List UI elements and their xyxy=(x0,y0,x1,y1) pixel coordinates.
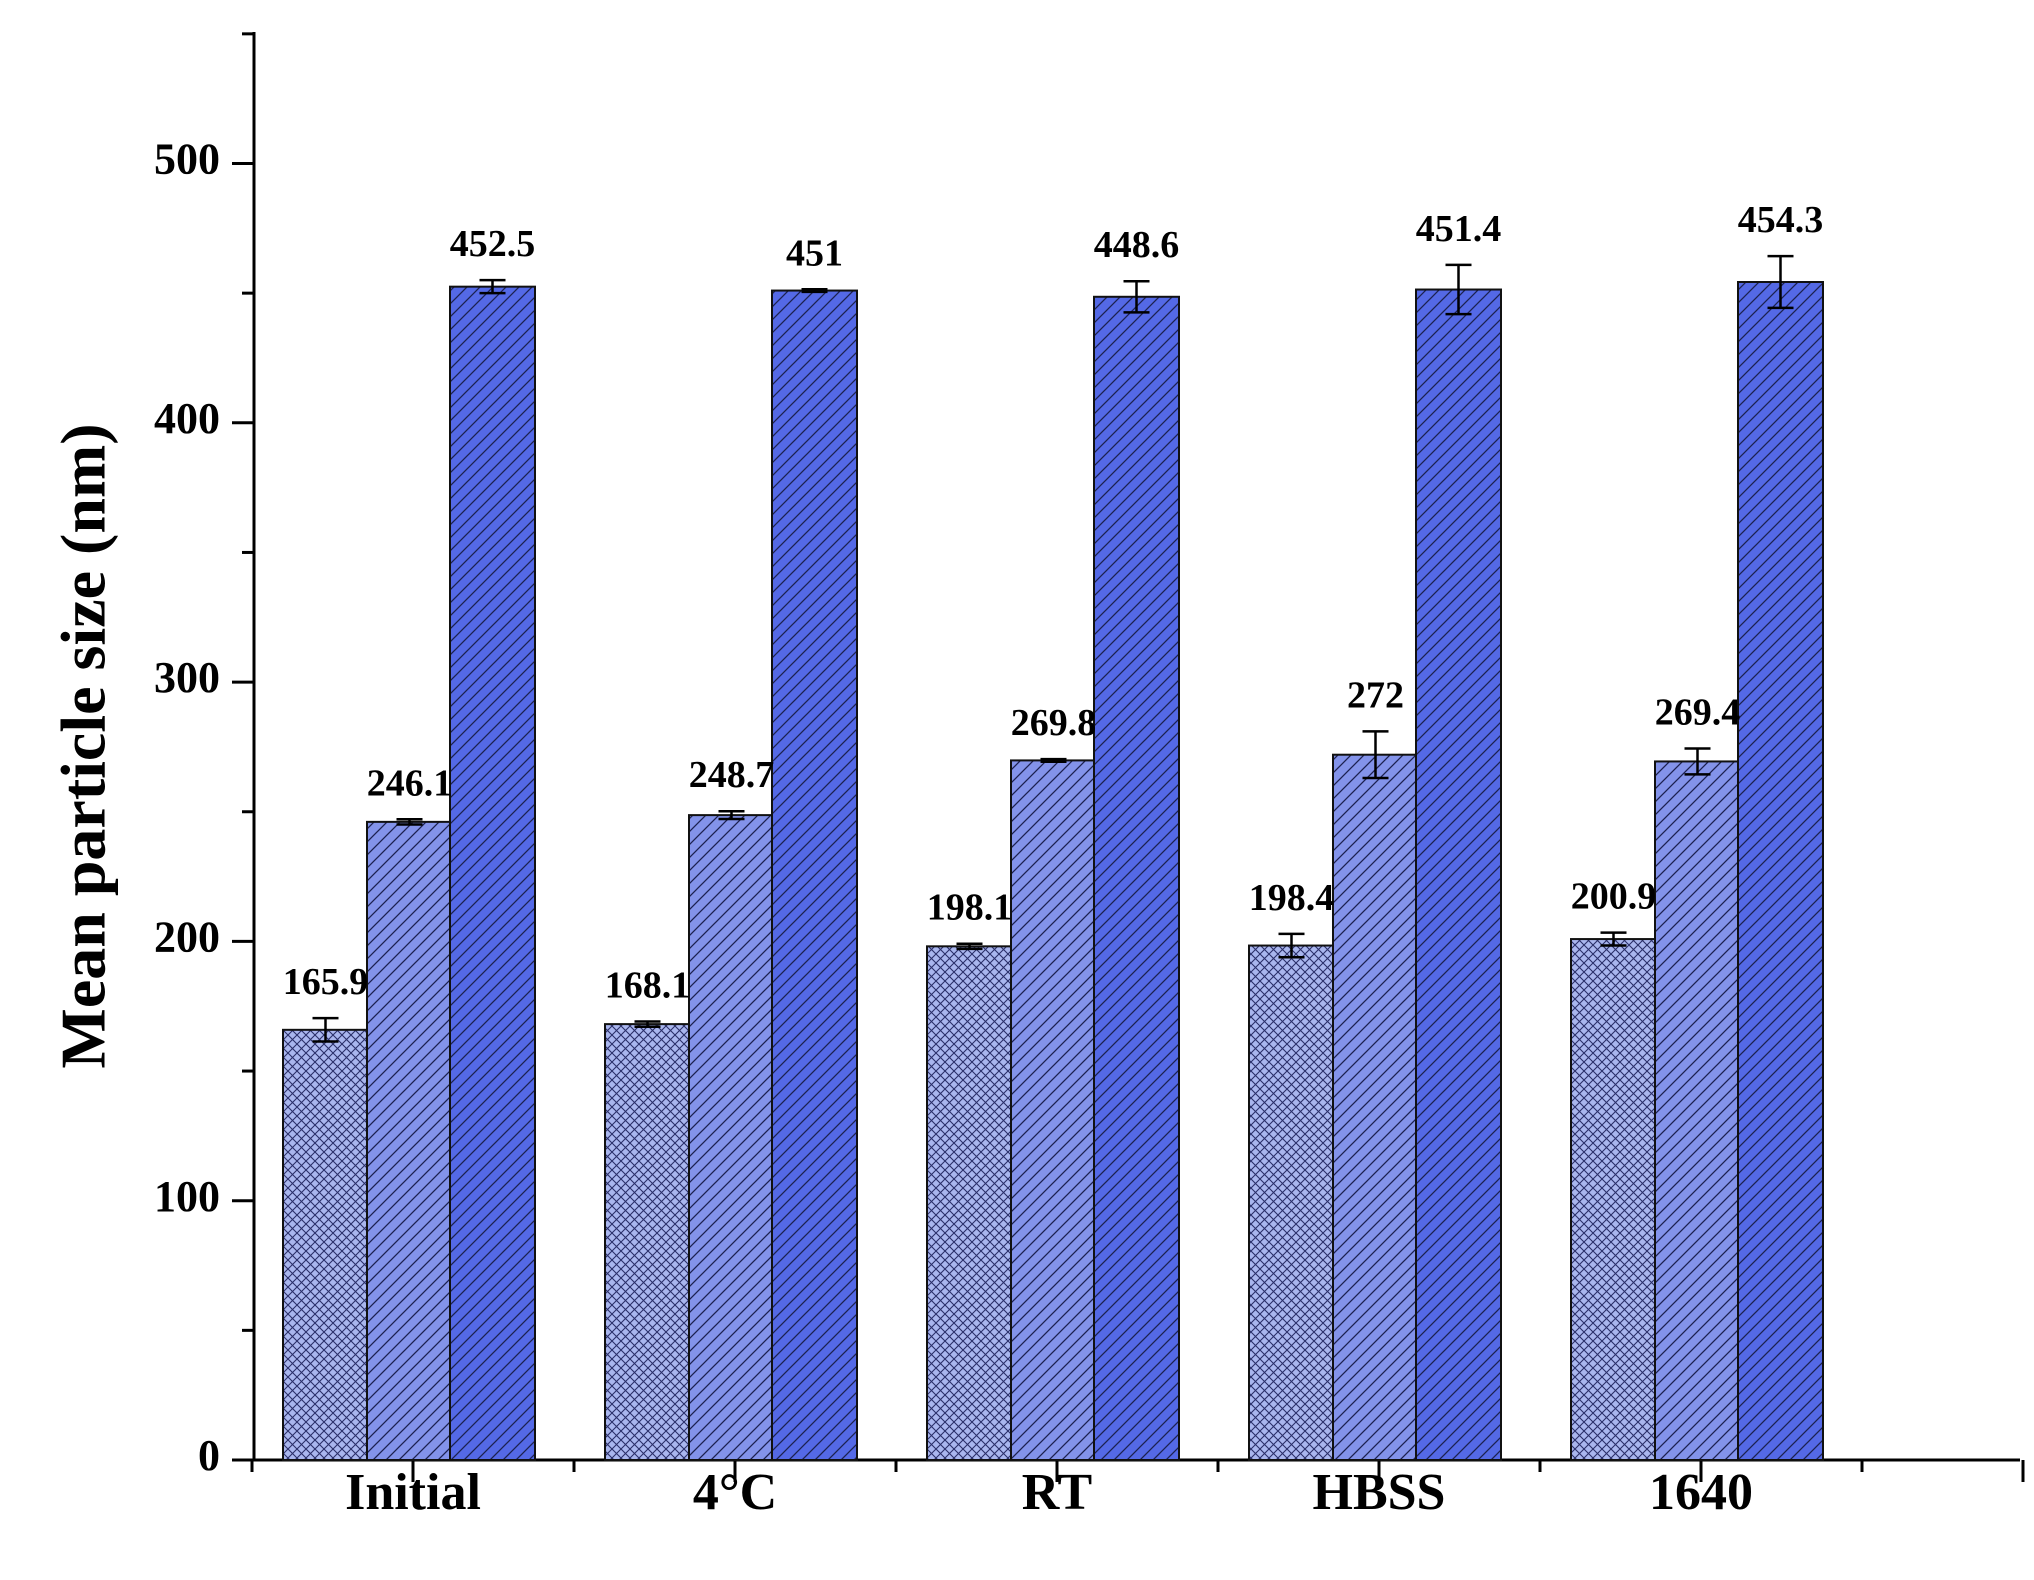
data-label: 198.1 xyxy=(927,887,1013,929)
data-label: 246.1 xyxy=(367,762,453,804)
data-label: 200.9 xyxy=(1571,876,1657,918)
data-label: 165.9 xyxy=(283,961,369,1003)
y-tick-label: 300 xyxy=(154,653,220,702)
x-tick-label: RT xyxy=(1022,1464,1092,1521)
y-axis-label: Mean particle size (nm) xyxy=(48,423,119,1068)
y-ticks: 0 100 200 300 400 500 xyxy=(154,32,254,1480)
bar-pattern xyxy=(1332,753,1419,1461)
data-label: 248.7 xyxy=(689,754,775,796)
data-label: 454.3 xyxy=(1738,199,1824,241)
data-label: 448.6 xyxy=(1094,224,1180,266)
bar-pattern xyxy=(282,1028,369,1461)
data-label: 168.1 xyxy=(605,965,691,1007)
x-ticks: Initial 4°C RT HBSS 1640 xyxy=(250,1460,2025,1521)
data-label: 451 xyxy=(786,232,843,274)
bar-pattern xyxy=(1248,944,1335,1461)
bar-pattern xyxy=(604,1023,691,1461)
y-tick-label: 200 xyxy=(154,912,220,961)
data-label: 198.4 xyxy=(1249,877,1335,919)
x-tick-label: 4°C xyxy=(693,1464,777,1521)
bar-pattern xyxy=(1093,295,1180,1462)
y-tick-label: 0 xyxy=(198,1431,220,1480)
data-labels: 165.9 168.1 198.1 198.4 200.9 246.1 248.7 269.8… xyxy=(283,199,1824,1006)
x-tick-label: 1640 xyxy=(1649,1464,1753,1521)
bar-pattern xyxy=(688,814,775,1461)
data-label: 452.5 xyxy=(450,223,536,265)
bar-pattern xyxy=(1010,759,1097,1461)
data-label: 451.4 xyxy=(1416,208,1502,250)
data-label: 269.8 xyxy=(1011,702,1097,744)
y-tick-label: 400 xyxy=(154,394,220,443)
bar-pattern xyxy=(926,945,1013,1461)
bar-pattern xyxy=(1415,288,1502,1462)
data-label: 269.4 xyxy=(1655,691,1741,733)
x-tick-label: Initial xyxy=(345,1464,481,1521)
bar-pattern xyxy=(771,289,858,1461)
y-tick-label: 100 xyxy=(154,1172,220,1221)
x-tick-label: HBSS xyxy=(1313,1464,1446,1521)
bar-pattern xyxy=(366,820,453,1461)
y-tick-label: 500 xyxy=(154,135,220,184)
bar-pattern xyxy=(1570,938,1657,1461)
data-label: 272 xyxy=(1347,674,1404,716)
bar-pattern xyxy=(1654,760,1741,1461)
bar-pattern xyxy=(449,285,536,1462)
bars xyxy=(282,254,1824,1462)
bar-pattern xyxy=(1737,281,1824,1461)
